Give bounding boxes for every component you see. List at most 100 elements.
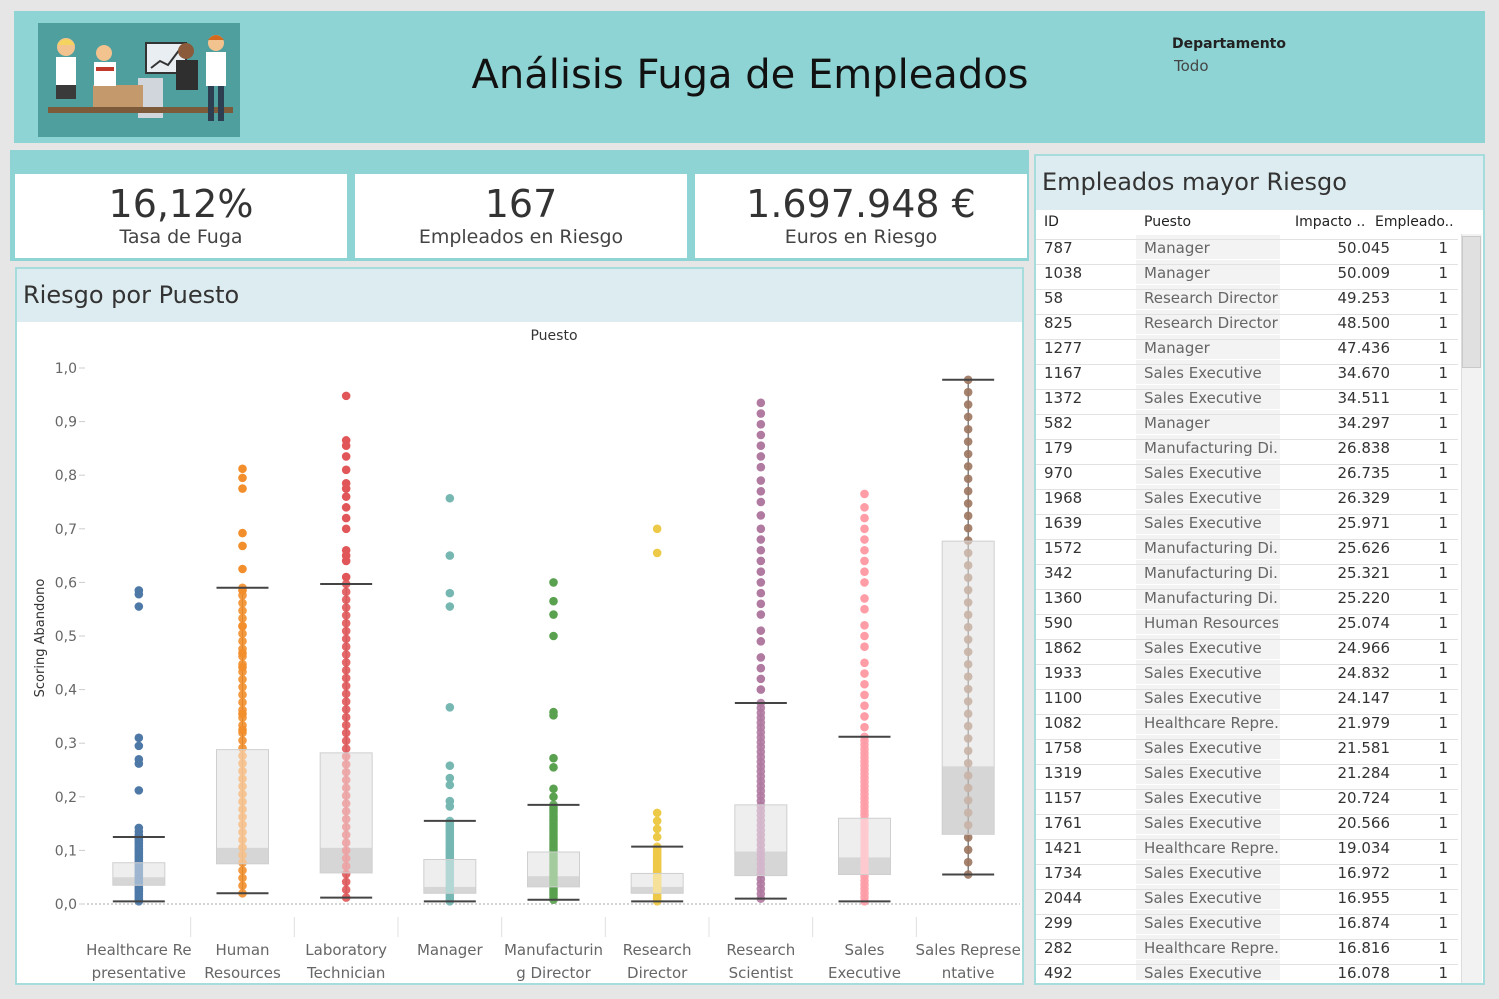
- table-row[interactable]: 1862 Sales Executive 24.966 1: [1036, 635, 1458, 660]
- data-point: [238, 636, 247, 646]
- chart-title: Riesgo por Puesto: [23, 281, 240, 309]
- x-category-label: Manager: [417, 941, 484, 959]
- cell-puesto: Sales Executive: [1144, 464, 1262, 482]
- chart-column-header: Puesto: [530, 328, 577, 344]
- box-overlay: [941, 540, 995, 835]
- cell-background: [1136, 960, 1280, 980]
- table-row[interactable]: 1038 Manager 50.009 1: [1036, 260, 1458, 285]
- table-row[interactable]: 1734 Sales Executive 16.972 1: [1036, 860, 1458, 885]
- table-row[interactable]: 1758 Sales Executive 21.581 1: [1036, 735, 1458, 760]
- column-header-id[interactable]: ID: [1044, 214, 1059, 230]
- cell-id: 1761: [1044, 814, 1083, 832]
- row-divider: [1036, 464, 1458, 465]
- table-row[interactable]: 825 Research Director 48.500 1: [1036, 310, 1458, 335]
- table-row[interactable]: 1421 Healthcare Repre.. 19.034 1: [1036, 835, 1458, 860]
- table-scrollbar[interactable]: [1461, 234, 1482, 983]
- outlier-point: [238, 473, 247, 483]
- outlier-point: [238, 464, 247, 474]
- x-category-label: Director: [627, 964, 688, 982]
- data-point: [341, 650, 351, 659]
- table-row[interactable]: 1082 Healthcare Repre.. 21.979 1: [1036, 710, 1458, 735]
- column-header-puesto[interactable]: Puesto: [1144, 214, 1192, 230]
- table-row[interactable]: 2044 Sales Executive 16.955 1: [1036, 885, 1458, 910]
- table-row[interactable]: 179 Manufacturing Di.. 26.838 1: [1036, 435, 1458, 460]
- table-row[interactable]: 1319 Sales Executive 21.284 1: [1036, 760, 1458, 785]
- data-point: [341, 728, 351, 738]
- cell-impacto: 21.979: [1337, 714, 1391, 732]
- outlier-point: [238, 725, 247, 735]
- cell-id: 1734: [1044, 864, 1083, 882]
- table-row[interactable]: 582 Manager 34.297 1: [1036, 410, 1458, 435]
- cell-puesto: Manufacturing Di..: [1144, 589, 1278, 607]
- cell-impacto: 16.972: [1337, 864, 1391, 882]
- table-row[interactable]: 58 Research Director 49.253 1: [1036, 285, 1458, 310]
- table-row[interactable]: 970 Sales Executive 26.735 1: [1036, 460, 1458, 485]
- cell-empleados: 1: [1438, 814, 1448, 832]
- kpi-card-euros-riesgo: 1.697.948 € Euros en Riesgo: [695, 174, 1027, 258]
- office-team-illustration-icon: [38, 23, 240, 137]
- data-point: [341, 822, 351, 832]
- cell-empleados: 1: [1438, 289, 1448, 307]
- cell-impacto: 50.045: [1337, 239, 1391, 257]
- outlier-point: [756, 441, 766, 451]
- box-group: Manager: [397, 493, 484, 959]
- y-tick-label: 0,9: [55, 415, 77, 431]
- cell-empleados: 1: [1438, 264, 1448, 282]
- data-point: [963, 449, 973, 459]
- outlier-point: [860, 489, 869, 499]
- outlier-point: [756, 535, 766, 544]
- row-divider: [1036, 489, 1458, 490]
- outlier-point: [445, 761, 455, 771]
- data-point: [963, 523, 973, 533]
- table-row[interactable]: 1167 Sales Executive 34.670 1: [1036, 360, 1458, 385]
- data-point: [963, 709, 973, 719]
- table-row[interactable]: 1360 Manufacturing Di.. 25.220 1: [1036, 585, 1458, 610]
- outlier-point: [756, 545, 766, 555]
- outlier-point: [134, 602, 144, 611]
- table-row[interactable]: 1761 Sales Executive 20.566 1: [1036, 810, 1458, 835]
- data-point: [963, 622, 973, 632]
- data-point: [238, 736, 247, 745]
- table-row[interactable]: 1277 Manager 47.436 1: [1036, 335, 1458, 360]
- table-row[interactable]: 590 Human Resources 25.074 1: [1036, 610, 1458, 635]
- table-row[interactable]: 1157 Sales Executive 20.724 1: [1036, 785, 1458, 810]
- data-point: [341, 791, 351, 800]
- row-divider: [1036, 964, 1458, 965]
- column-header-empleados[interactable]: Empleado..: [1375, 214, 1454, 230]
- table-row[interactable]: 1933 Sales Executive 24.832 1: [1036, 660, 1458, 685]
- table-row[interactable]: 282 Healthcare Repre.. 16.816 1: [1036, 935, 1458, 960]
- data-point: [963, 758, 973, 768]
- column-header-impacto[interactable]: Impacto ..: [1295, 214, 1366, 230]
- cell-empleados: 1: [1438, 889, 1448, 907]
- data-point: [341, 712, 351, 722]
- table-row[interactable]: 299 Sales Executive 16.874 1: [1036, 910, 1458, 935]
- table-row[interactable]: 1572 Manufacturing Di.. 25.626 1: [1036, 535, 1458, 560]
- table-row[interactable]: 787 Manager 50.045 1: [1036, 235, 1458, 260]
- box-group: Healthcare Re presentative: [86, 586, 192, 982]
- table-row[interactable]: 1372 Sales Executive 34.511 1: [1036, 385, 1458, 410]
- table-row[interactable]: 1100 Sales Executive 24.147 1: [1036, 685, 1458, 710]
- outlier-point: [860, 524, 869, 534]
- data-point: [963, 561, 973, 570]
- department-filter-value[interactable]: Todo: [1174, 57, 1209, 75]
- box-group: Manufacturin g Director: [501, 578, 603, 982]
- table-row[interactable]: 1968 Sales Executive 26.329 1: [1036, 485, 1458, 510]
- cell-puesto: Manager: [1144, 264, 1210, 282]
- boxplot-chart[interactable]: Puesto Scoring Abandono 0,0 0,1 0,2 0,3 0,4 0,5…: [17, 322, 1022, 982]
- table-row[interactable]: 1639 Sales Executive 25.971 1: [1036, 510, 1458, 535]
- data-point: [238, 766, 247, 776]
- box-overlay: [838, 817, 891, 876]
- data-point: [963, 400, 973, 409]
- y-tick-label: 0,2: [55, 790, 77, 806]
- scrollbar-thumb[interactable]: [1462, 236, 1481, 368]
- table-row[interactable]: 492 Sales Executive 16.078 1: [1036, 960, 1458, 980]
- data-point: [238, 782, 247, 791]
- cell-puesto: Manufacturing Di..: [1144, 439, 1278, 457]
- table-row[interactable]: 342 Manufacturing Di.. 25.321 1: [1036, 560, 1458, 585]
- data-point: [238, 743, 247, 753]
- cell-impacto: 34.511: [1337, 389, 1391, 407]
- outlier-point: [549, 784, 558, 794]
- outlier-point: [341, 441, 351, 451]
- data-point: [341, 697, 351, 706]
- outlier-point: [860, 503, 869, 512]
